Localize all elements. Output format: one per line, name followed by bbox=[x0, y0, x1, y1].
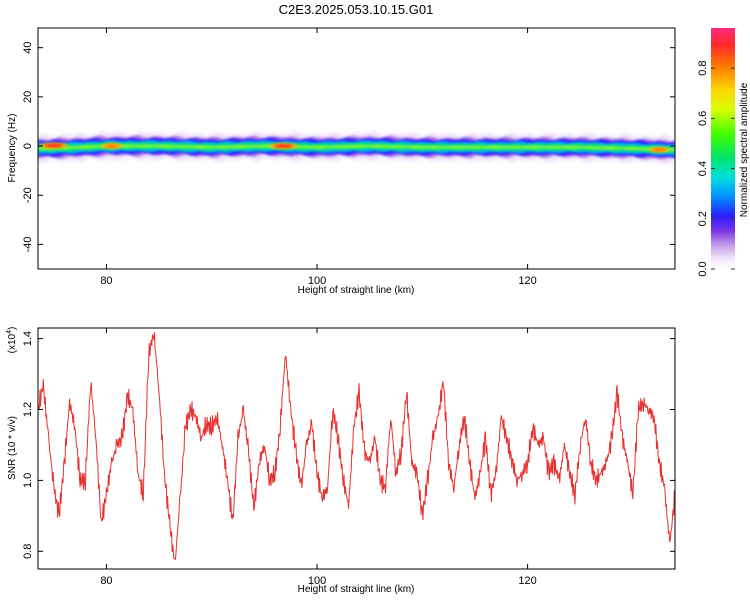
band-peak bbox=[105, 144, 118, 148]
snr-frame bbox=[37, 327, 676, 570]
snr-xtick-label: 80 bbox=[100, 575, 112, 587]
spectrogram-band bbox=[38, 131, 675, 165]
spectrogram-xtick-label: 120 bbox=[518, 275, 536, 287]
spectrogram-xtick-label: 80 bbox=[100, 275, 112, 287]
svg-text:(x104): (x104) bbox=[6, 327, 18, 354]
snr-ytick-label: 1.0 bbox=[22, 473, 34, 488]
snr-ytick-label: 1.4 bbox=[22, 331, 34, 346]
colorbar-label: Normalized spectral amplitude bbox=[739, 82, 750, 217]
colorbar-tick-label: 0.4 bbox=[697, 161, 709, 176]
spectrogram-xlabel: Height of straight line (km) bbox=[298, 285, 415, 296]
snr-scale-exp: 4 bbox=[6, 330, 13, 334]
snr-ytick-label: 1.2 bbox=[22, 402, 34, 417]
snr-scale-label: (x104) bbox=[6, 327, 18, 354]
chart-title: C2E3.2025.053.10.15.G01 bbox=[279, 2, 434, 17]
colorbar-tick-label: 0.0 bbox=[697, 261, 709, 276]
band-peak bbox=[44, 143, 63, 148]
spectrogram-panel: 80 100 120 -40 -20 0 20 40 Height of straight l… bbox=[7, 27, 676, 296]
spectrogram-axes: 80 100 120 -40 -20 0 20 40 bbox=[22, 28, 675, 287]
band-peak bbox=[653, 148, 666, 152]
spectrogram-ytick-label: -40 bbox=[22, 236, 34, 252]
spectrogram-ytick-label: 20 bbox=[22, 91, 34, 103]
band-peak bbox=[274, 144, 293, 148]
snr-xlabel: Height of straight line (km) bbox=[298, 584, 415, 595]
snr-ytick-label: 0.8 bbox=[22, 544, 34, 559]
snr-xtick-label: 100 bbox=[308, 575, 326, 587]
colorbar-tick-label: 0.6 bbox=[697, 111, 709, 126]
spectrogram-ytick-label: -20 bbox=[22, 187, 34, 203]
spectrogram-ytick-label: 40 bbox=[22, 42, 34, 54]
snr-series-line bbox=[38, 331, 675, 561]
colorbar-tick-label: 0.2 bbox=[697, 211, 709, 226]
colorbar-axis: 0.0 0.2 0.4 0.6 0.8 bbox=[697, 61, 735, 277]
snr-xtick-label: 120 bbox=[518, 575, 536, 587]
spectrogram-xtick-label: 100 bbox=[308, 275, 326, 287]
colorbar: 0.0 0.2 0.4 0.6 0.8 Normalized spectral ampl… bbox=[697, 28, 750, 277]
snr-ylabel: SNR (10 * v/v) bbox=[7, 416, 18, 480]
snr-axes: 80 100 120 0.8 1.0 1.2 1.4 bbox=[22, 328, 675, 587]
band-core bbox=[38, 144, 675, 152]
colorbar-tick-label: 0.8 bbox=[697, 61, 709, 76]
snr-scale-base: (x10 bbox=[7, 333, 18, 353]
snr-panel: 80 100 120 0.8 1.0 1.2 1.4 Height of straight … bbox=[6, 327, 676, 595]
snr-scale-close: ) bbox=[7, 327, 18, 330]
spectrogram-ylabel: Frequency (Hz) bbox=[7, 114, 18, 183]
colorbar-gradient bbox=[711, 28, 735, 269]
spectrogram-ytick-label: 0 bbox=[22, 143, 34, 149]
spectrogram-frame bbox=[37, 27, 676, 270]
